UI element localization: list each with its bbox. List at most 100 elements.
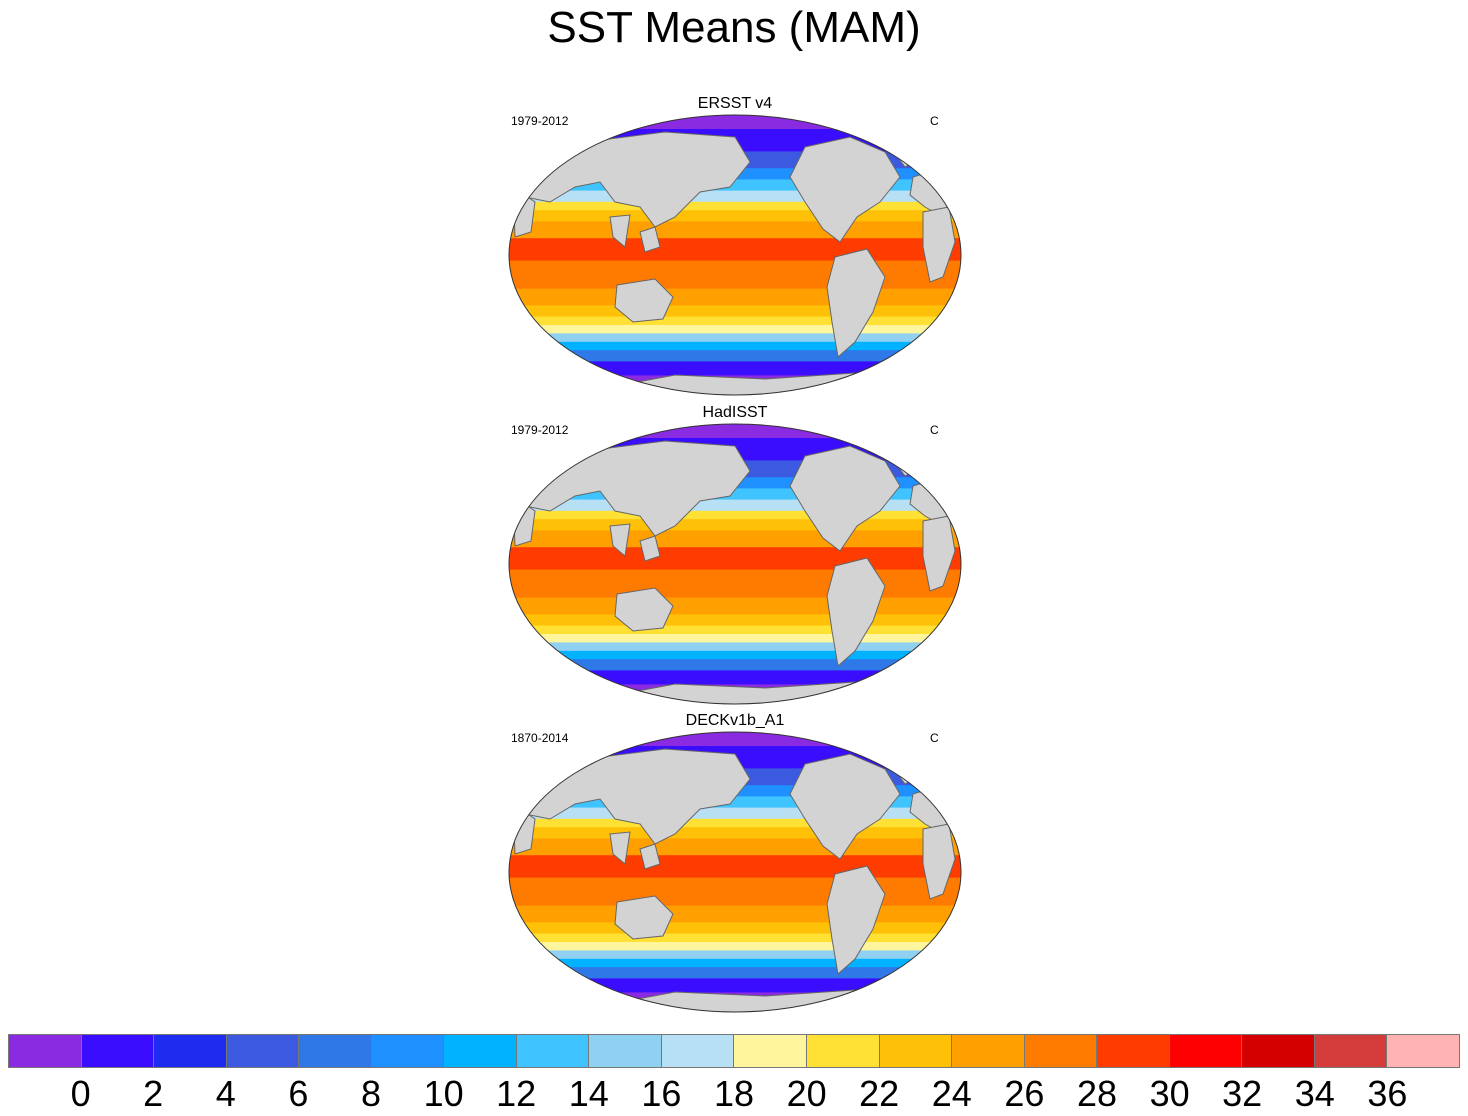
map-outline [508,114,962,396]
colorbar-tick-label: 36 [1367,1073,1408,1114]
temperature-band [509,855,961,879]
temperature-band [509,942,961,952]
temperature-band [509,201,961,212]
temperature-band [509,341,961,352]
temperature-band [509,838,961,857]
colorbar-tick-label: 0 [70,1073,91,1114]
land-mass [614,587,674,632]
temperature-band [509,288,961,307]
colorbar-box [371,1035,445,1067]
land-mass [614,278,674,323]
figure-title: SST Means (MAM) [547,3,921,52]
temperature-band [509,650,961,661]
colorbar-tick-label: 10 [423,1073,464,1114]
land-mass [609,214,631,248]
temperature-band [509,877,961,907]
temperature-band [509,519,961,532]
temperature-band [509,634,961,644]
colorbar-tick-label: 24 [931,1073,972,1114]
land-mass [639,843,661,870]
temperature-band [509,260,961,290]
colorbar-box [589,1035,662,1067]
colorbar [8,1034,1460,1068]
temperature-band [509,642,961,652]
temperature-band [509,625,961,635]
colorbar-tick-label: 18 [713,1073,755,1114]
temperature-band [509,950,961,960]
temperature-band [509,827,961,840]
period-label: 1979-2012 [511,423,569,437]
colorbar-box [952,1035,1025,1067]
colorbar-tick-label: 30 [1149,1073,1190,1114]
temperature-band [509,510,961,521]
units-label: C [930,114,939,128]
temperature-band [509,958,961,969]
temperature-band [509,614,961,627]
temperature-band [509,807,961,820]
temperature-band [509,190,961,203]
temperature-band [509,547,961,571]
period-label: 1979-2012 [511,114,569,128]
temperature-band [509,978,961,994]
temperature-band [509,670,961,686]
land-mass [789,136,901,243]
colorbar-box [1024,1035,1098,1067]
land-mass [609,831,631,865]
temperature-band [509,922,961,935]
map-outline [508,423,962,705]
land-mass [826,248,886,358]
colorbar-box [226,1035,300,1067]
temperature-band [509,210,961,223]
temperature-band [509,316,961,326]
land-mass [614,895,674,940]
temperature-band [509,659,961,672]
land-mass [826,865,886,975]
temperature-band [509,305,961,318]
colorbar-box [516,1035,590,1067]
panel-title: DECKv1b_A1 [685,712,785,729]
panel-title: HadISST [702,404,768,421]
colorbar-box [1242,1035,1315,1067]
temperature-band [509,221,961,240]
temperature-band [509,499,961,512]
temperature-band [509,333,961,343]
units-label: C [930,423,939,437]
temperature-band [509,569,961,599]
colorbar-box [661,1035,735,1067]
units-label: C [930,731,939,745]
colorbar-tick-label: 26 [1004,1073,1045,1114]
temperature-band [509,905,961,924]
temperature-band [509,325,961,335]
colorbar-tick-label: 6 [288,1073,309,1114]
temperature-band [509,933,961,943]
world-map [508,423,962,705]
colorbar-tick-label: 34 [1294,1073,1335,1114]
map-panel-deck: DECKv1b_A1 1870-2014 C [505,712,965,1013]
colorbar-box [1387,1035,1459,1067]
temperature-band [509,115,961,130]
colorbar-tick-label: 14 [568,1073,609,1114]
colorbar-box [1169,1035,1243,1067]
colorbar-box [9,1035,82,1067]
colorbar-labels: 0 2 4 6 8 10 12 14 16 18 20 22 24 26 28 30 32 34 36 [8,1072,1460,1116]
temperature-band [509,350,961,363]
colorbar-tick-label: 4 [215,1073,236,1114]
colorbar-box [807,1035,880,1067]
colorbar-tick-label: 20 [786,1073,827,1114]
temperature-band [509,424,961,439]
land-mass [789,445,901,552]
panel-title: ERSST v4 [697,95,773,112]
land-mass [826,557,886,667]
map-outline [508,731,962,1013]
colorbar-tick-label: 2 [143,1073,164,1114]
colorbar-box [444,1035,517,1067]
colorbar-tick-label: 12 [496,1073,537,1114]
colorbar-box [1097,1035,1170,1067]
temperature-band [509,818,961,829]
land-mass [789,753,901,860]
colorbar-box [1314,1035,1388,1067]
colorbar-box [299,1035,372,1067]
temperature-band [509,361,961,377]
temperature-band [509,967,961,980]
colorbar-tick-label: 32 [1222,1073,1263,1114]
